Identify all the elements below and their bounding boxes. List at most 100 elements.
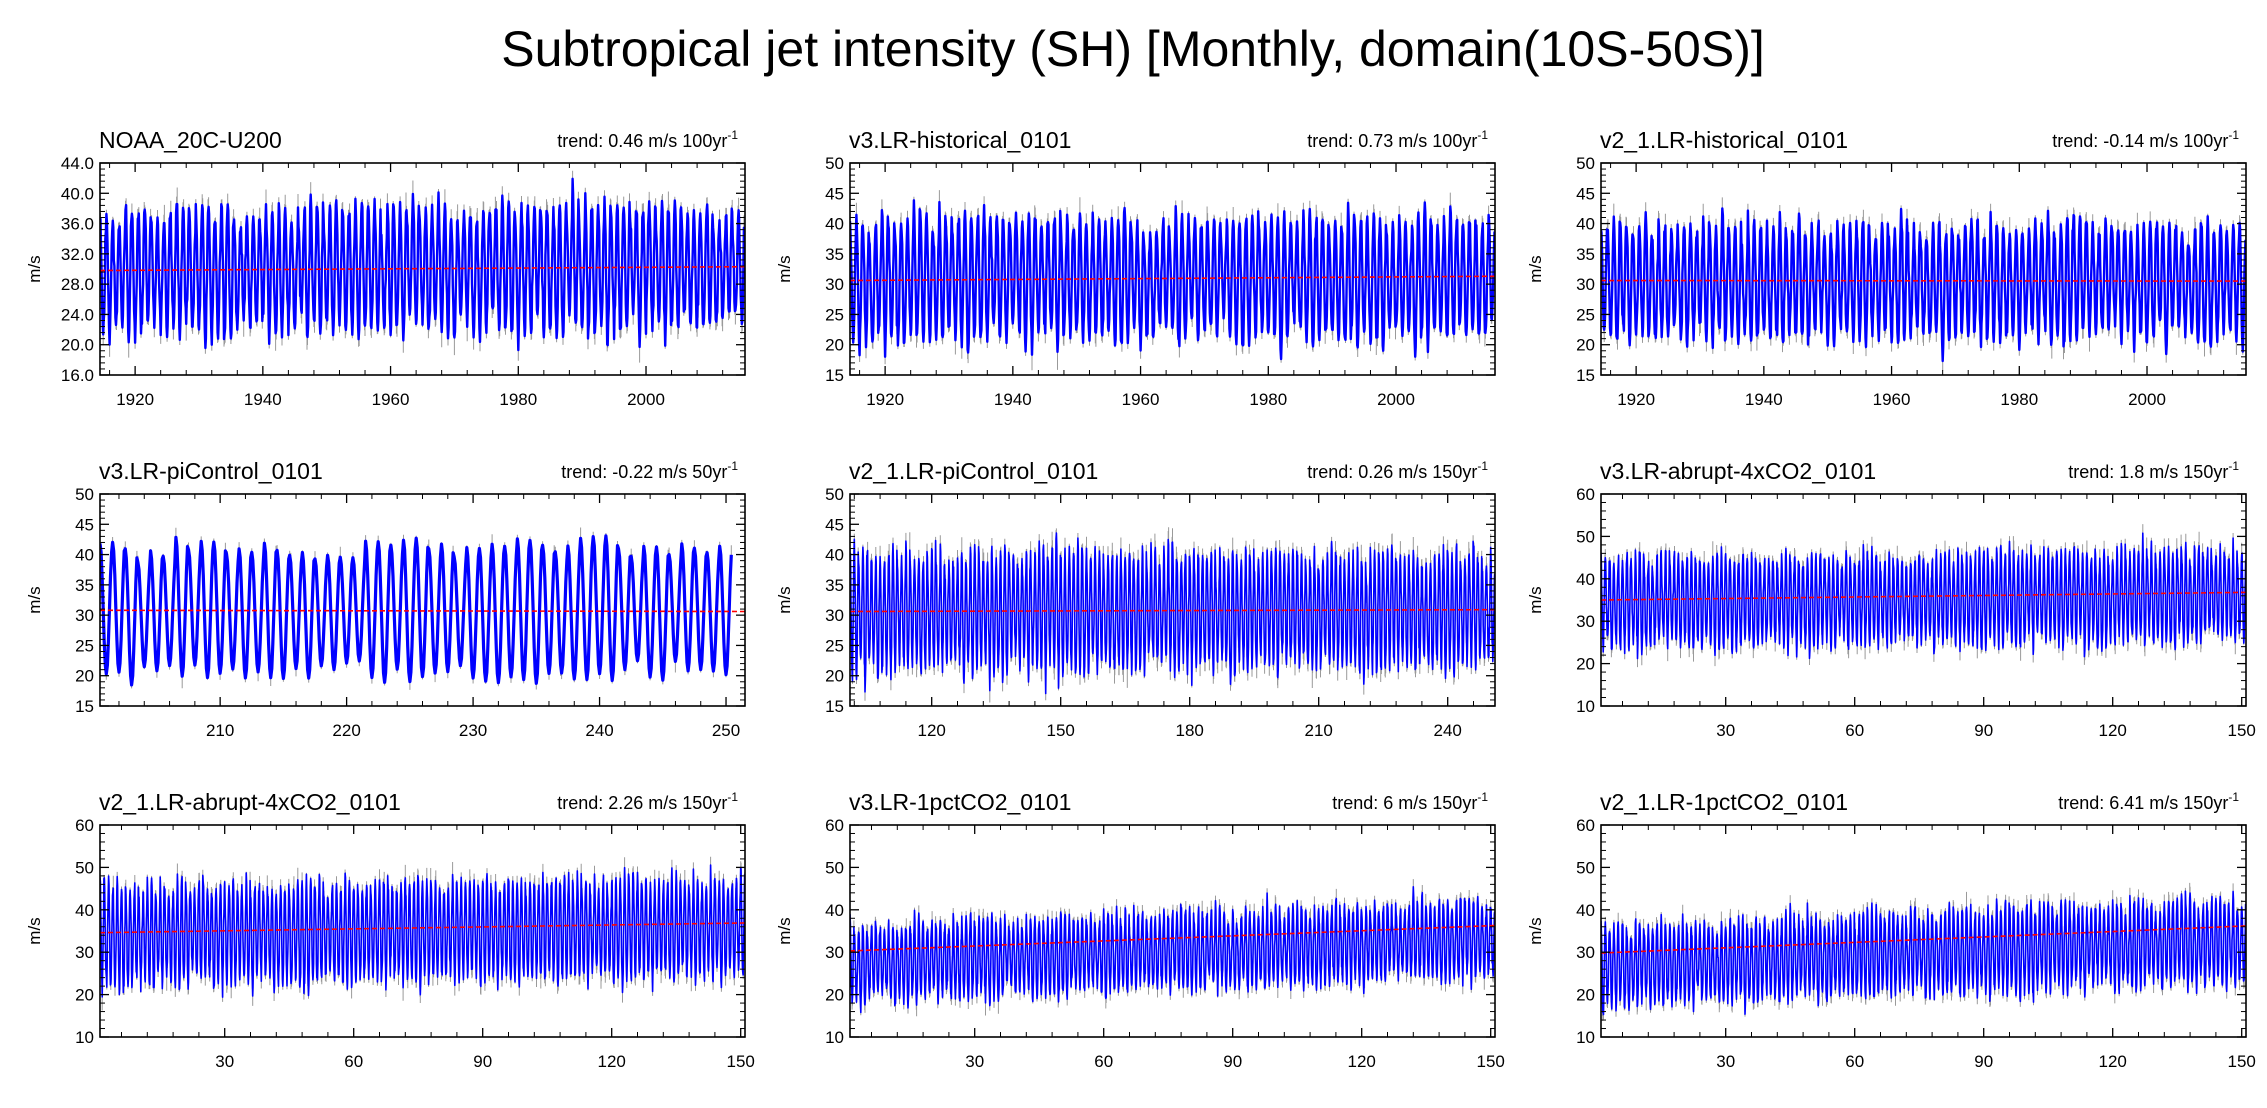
- x-tick-label: 1920: [1617, 390, 1655, 409]
- x-tick-label: 1920: [116, 390, 154, 409]
- y-tick-label: 20: [1576, 336, 1595, 355]
- trend-label: trend: 0.46 m/s 100yr-1: [557, 128, 738, 151]
- y-tick-label: 50: [825, 485, 844, 504]
- y-axis-label: m/s: [1526, 255, 1545, 282]
- trend-label: trend: -0.14 m/s 100yr-1: [2052, 128, 2239, 151]
- x-tick-label: 240: [1434, 721, 1462, 740]
- y-tick-label: 40: [75, 901, 94, 920]
- y-axis-label: m/s: [775, 255, 794, 282]
- x-tick-label: 1920: [866, 390, 904, 409]
- y-axis-label: m/s: [1526, 917, 1545, 944]
- trend-line: [1601, 279, 2246, 282]
- x-tick-label: 1960: [1873, 390, 1911, 409]
- plot-frame: [849, 162, 1496, 376]
- series-line: [1601, 207, 2246, 363]
- x-tick-label: 1980: [1249, 390, 1287, 409]
- trend-line: [850, 924, 1495, 952]
- figure-title: Subtropical jet intensity (SH) [Monthly,…: [501, 21, 1765, 77]
- series-line: [850, 886, 1495, 1014]
- trend-line: [1601, 925, 2246, 954]
- panel-title: v2_1.LR-historical_0101: [1600, 127, 1848, 153]
- x-tick-label: 150: [1047, 721, 1075, 740]
- y-tick-label: 40: [825, 215, 844, 234]
- y-axis-label: m/s: [25, 255, 44, 282]
- y-tick-label: 20: [75, 986, 94, 1005]
- x-tick-label: 1980: [499, 390, 537, 409]
- x-tick-label: 2000: [1377, 390, 1415, 409]
- plot-area: [850, 879, 1495, 1017]
- plot-area: [850, 527, 1495, 703]
- chart-panel: NOAA_20C-U200 trend: 0.46 m/s 100yr-1 16.0…: [25, 127, 746, 409]
- x-tick-label: 30: [215, 1052, 234, 1071]
- x-tick-label: 1960: [372, 390, 410, 409]
- x-tick-label: 240: [585, 721, 613, 740]
- y-tick-label: 35: [75, 576, 94, 595]
- x-tick-label: 1940: [994, 390, 1032, 409]
- y-tick-label: 60: [75, 816, 94, 835]
- y-tick-label: 15: [825, 697, 844, 716]
- y-tick-label: 30: [1576, 275, 1595, 294]
- x-tick-label: 60: [344, 1052, 363, 1071]
- x-tick-label: 210: [206, 721, 234, 740]
- y-tick-label: 25: [825, 305, 844, 324]
- y-tick-label: 40: [1576, 570, 1595, 589]
- x-tick-label: 210: [1305, 721, 1333, 740]
- trend-label: trend: 6 m/s 150yr-1: [1332, 790, 1488, 813]
- x-tick-label: 220: [332, 721, 360, 740]
- x-tick-label: 60: [1094, 1052, 1113, 1071]
- plot-area: [100, 856, 745, 1011]
- y-tick-label: 35: [1576, 245, 1595, 264]
- x-tick-label: 90: [473, 1052, 492, 1071]
- y-tick-label: 40: [825, 546, 844, 565]
- y-tick-label: 40: [1576, 215, 1595, 234]
- x-tick-label: 150: [2228, 721, 2256, 740]
- y-tick-label: 25: [1576, 305, 1595, 324]
- y-axis-label: m/s: [775, 917, 794, 944]
- plot-area: [1601, 197, 2246, 371]
- trend-line: [100, 265, 745, 272]
- y-tick-label: 50: [825, 154, 844, 173]
- y-tick-label: 20: [825, 986, 844, 1005]
- trend-label: trend: 1.8 m/s 150yr-1: [2068, 459, 2239, 482]
- x-tick-label: 2000: [627, 390, 665, 409]
- y-tick-label: 60: [825, 816, 844, 835]
- x-tick-label: 1980: [2000, 390, 2038, 409]
- plot-frame: [1600, 162, 2247, 376]
- series-line: [850, 532, 1495, 695]
- x-tick-label: 30: [1716, 721, 1735, 740]
- trend-label: trend: 6.41 m/s 150yr-1: [2058, 790, 2239, 813]
- y-tick-label: 45: [1576, 184, 1595, 203]
- panel-title: v2_1.LR-1pctCO2_0101: [1600, 789, 1848, 815]
- series-line: [100, 534, 733, 687]
- y-tick-label: 20: [1576, 986, 1595, 1005]
- trend-label: trend: 0.26 m/s 150yr-1: [1307, 459, 1488, 482]
- y-tick-label: 20: [75, 667, 94, 686]
- y-tick-label: 40.0: [61, 184, 94, 203]
- y-tick-label: 15: [75, 697, 94, 716]
- x-tick-label: 120: [918, 721, 946, 740]
- chart-panel: v2_1.LR-historical_0101 trend: -0.14 m/s …: [1526, 127, 2247, 409]
- y-tick-label: 60: [1576, 485, 1595, 504]
- plot-area: [1601, 524, 2246, 668]
- trend-line: [850, 608, 1495, 613]
- y-tick-label: 20: [825, 667, 844, 686]
- trend-line: [850, 275, 1495, 282]
- plot-frame: [849, 824, 1496, 1038]
- y-tick-label: 30: [825, 606, 844, 625]
- x-tick-label: 30: [965, 1052, 984, 1071]
- y-tick-label: 50: [1576, 858, 1595, 877]
- x-tick-label: 120: [598, 1052, 626, 1071]
- x-tick-label: 60: [1845, 721, 1864, 740]
- y-tick-label: 40: [825, 901, 844, 920]
- series-line: [850, 199, 1495, 361]
- y-axis-label: m/s: [25, 586, 44, 613]
- panel-title: v2_1.LR-piControl_0101: [849, 458, 1098, 484]
- x-tick-label: 250: [712, 721, 740, 740]
- y-tick-label: 44.0: [61, 154, 94, 173]
- y-tick-label: 15: [1576, 366, 1595, 385]
- trend-label: trend: -0.22 m/s 50yr-1: [561, 459, 738, 482]
- chart-panel: v3.LR-1pctCO2_0101 trend: 6 m/s 150yr-1 10…: [775, 789, 1505, 1071]
- panel-title: v3.LR-piControl_0101: [99, 458, 323, 484]
- x-tick-label: 120: [1348, 1052, 1376, 1071]
- x-tick-label: 90: [1974, 1052, 1993, 1071]
